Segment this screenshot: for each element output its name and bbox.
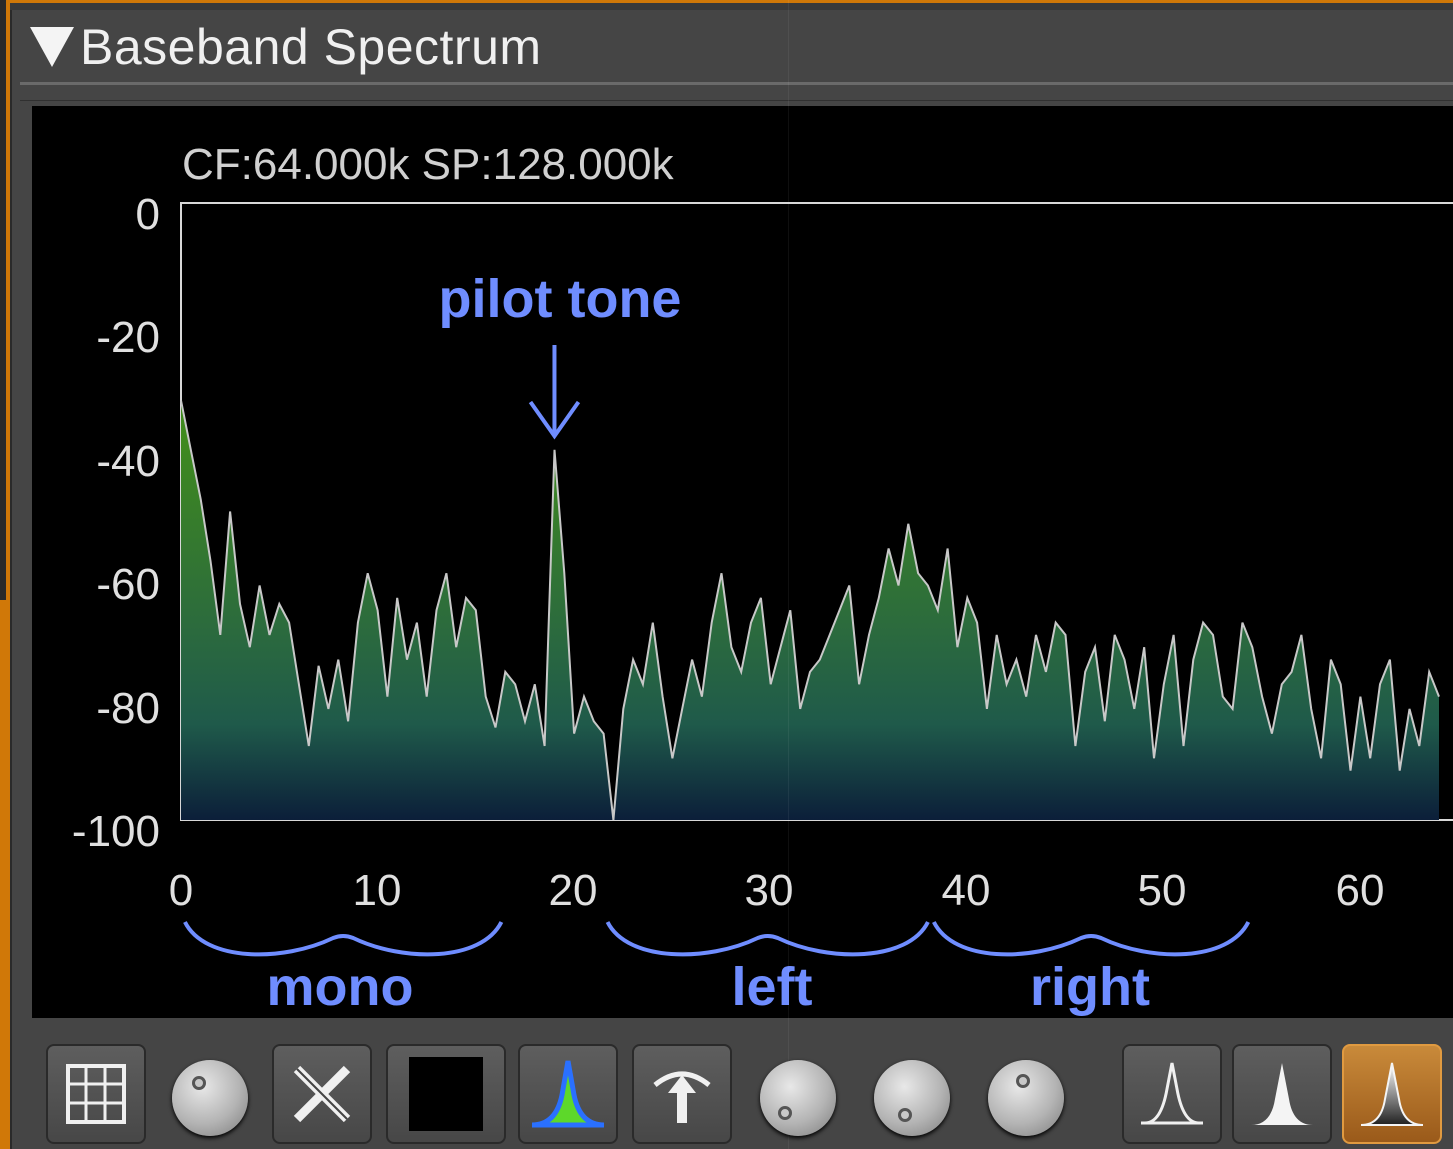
knob-indicator — [1016, 1074, 1030, 1088]
outline-peak-icon — [1141, 1062, 1203, 1125]
collapse-triangle-icon[interactable] — [30, 27, 74, 67]
header-divider-dark — [20, 100, 1453, 101]
left-brace — [605, 921, 930, 957]
color-swatch — [409, 1057, 483, 1131]
grid-intensity-knob[interactable] — [172, 1060, 248, 1136]
arrow-up-icon — [653, 1071, 711, 1123]
spectrum-line — [180, 400, 1440, 821]
y-tick-label: 0 — [135, 190, 160, 239]
header-divider — [20, 82, 1453, 85]
filled-mode-button[interactable] — [1232, 1044, 1332, 1144]
y-tick-label: -40 — [96, 437, 160, 486]
x-tick-label: 20 — [548, 866, 598, 915]
gradient-peak-icon — [1360, 1062, 1424, 1126]
max-hold-button[interactable] — [632, 1044, 732, 1144]
pilot-arrow-head — [528, 400, 581, 440]
knob-indicator — [778, 1106, 792, 1120]
panel-title: Baseband Spectrum — [80, 19, 542, 75]
spectrum-area — [181, 400, 1439, 820]
averaging-knob[interactable] — [874, 1060, 950, 1136]
line-mode-button[interactable] — [1122, 1044, 1222, 1144]
pilot-tone-annotation: pilot tone — [438, 269, 682, 329]
x-tick-label: 40 — [941, 866, 991, 915]
clear-spectrum-button[interactable] — [272, 1044, 372, 1144]
grid-toggle-button[interactable] — [46, 1044, 146, 1144]
background-color-button[interactable] — [386, 1044, 506, 1144]
spectrum-peak-icon — [531, 1060, 605, 1128]
left-dark-strip — [0, 0, 6, 600]
panel-header[interactable]: Baseband Spectrum — [16, 12, 1453, 82]
y-tick-label: -100 — [71, 807, 160, 856]
overlay-divider — [788, 0, 789, 1149]
knob-indicator — [898, 1108, 912, 1122]
x-tick-label: 0 — [168, 866, 194, 915]
eraser-icon — [293, 1065, 351, 1123]
top-border — [10, 0, 1453, 10]
spectrum-plot[interactable] — [32, 106, 1453, 1018]
y-tick-label: -80 — [96, 684, 160, 733]
spectrum-toolbar — [32, 1030, 1453, 1149]
center-frequency-label: CF:64.000k SP:128.000k — [182, 140, 674, 189]
reference-level-knob[interactable] — [988, 1060, 1064, 1136]
right-annotation: right — [1030, 957, 1150, 1017]
annotation-shapes — [183, 345, 1251, 957]
right-brace — [932, 921, 1251, 957]
x-tick-label: 60 — [1335, 866, 1385, 915]
mono-brace — [183, 921, 504, 957]
x-tick-label: 30 — [744, 866, 794, 915]
gradient-mode-button[interactable] — [1342, 1044, 1442, 1144]
y-tick-label: -60 — [96, 560, 160, 609]
x-tick-label: 10 — [352, 866, 402, 915]
filled-peak-icon — [1251, 1063, 1313, 1125]
x-tick-label: 50 — [1137, 866, 1187, 915]
grid-icon — [66, 1064, 126, 1124]
knob-indicator — [192, 1076, 206, 1090]
left-annotation: left — [731, 957, 813, 1017]
mono-annotation: mono — [266, 957, 414, 1017]
spectrum-fill-toggle[interactable] — [518, 1044, 618, 1144]
y-tick-label: -20 — [96, 313, 160, 362]
decay-knob[interactable] — [760, 1060, 836, 1136]
